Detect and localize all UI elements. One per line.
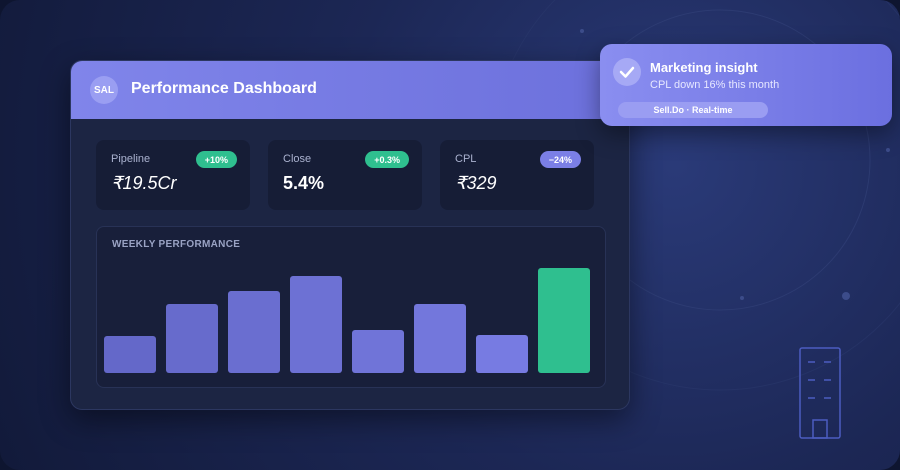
bar [476,335,528,373]
bar-chart [104,268,590,373]
kpi-badge: +0.3% [365,151,409,168]
header: SAL Performance Dashboard [71,61,629,119]
chart-title: WEEKLY PERFORMANCE [112,239,241,250]
kpi-label: CPL [455,153,477,165]
kpi-value: ₹19.5Cr [111,173,177,193]
notification-text: CPL down 16% this month [650,79,780,91]
notification: Marketing insight CPL down 16% this mont… [600,44,892,126]
kpi-card: Pipeline +10% ₹19.5Cr [96,140,250,210]
kpi-badge: −24% [539,151,581,168]
kpi-card: Close +0.3% 5.4% [268,140,422,210]
notification-tag: Sell.Do · Real-time [618,102,768,118]
kpi-badge: +10% [195,151,237,168]
bar [290,276,342,373]
bar [104,336,156,373]
notification-title: Marketing insight [650,60,758,75]
avatar: SAL [90,76,118,104]
bar [166,304,218,373]
bar [414,304,466,373]
bar [228,291,280,373]
kpi-card: CPL −24% ₹329 [440,140,594,210]
check-icon [613,58,641,86]
kpi-label: Close [283,153,312,165]
chart-panel: WEEKLY PERFORMANCE [96,226,606,388]
kpi-value: ₹329 [455,173,497,193]
kpi-value: 5.4% [283,173,325,193]
bar [352,330,404,373]
bar [538,268,590,373]
kpi-label: Pipeline [111,153,151,165]
dashboard-title: Performance Dashboard [131,80,317,97]
dashboard-card: SAL Performance Dashboard Pipeline +10% … [70,60,630,410]
